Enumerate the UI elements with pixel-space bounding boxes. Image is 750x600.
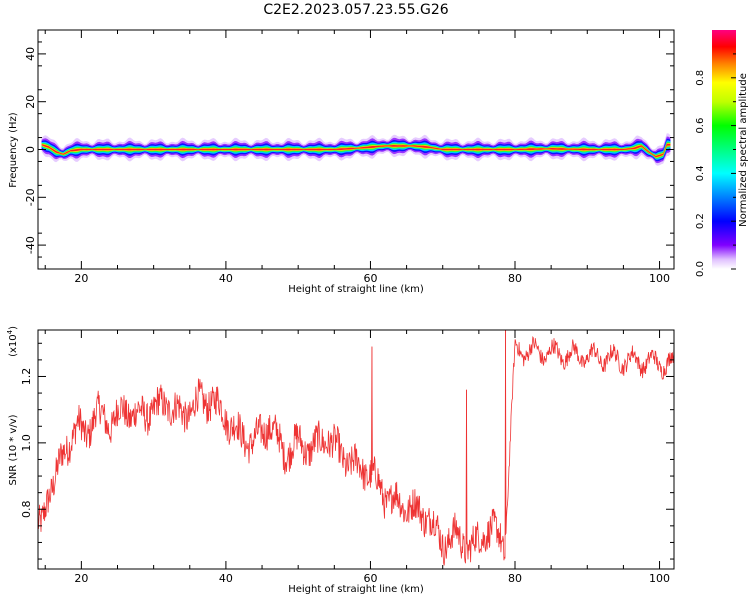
x-tick-label: 100 xyxy=(649,272,670,285)
x-tick-label: 60 xyxy=(363,272,377,285)
colorbar: 0.0 0.2 0.4 0.6 0.8 Normalized spectral ampl… xyxy=(695,30,749,277)
colorbar-tick-label: 0.0 xyxy=(695,261,706,277)
x-tick-label: 20 xyxy=(74,272,88,285)
colorbar-tick-label: 0.2 xyxy=(695,213,706,229)
colorbar-tick-label: 0.8 xyxy=(695,70,706,86)
spectrogram-y-axis-label: Frequency (Hz) xyxy=(8,112,19,188)
y-tick-label: -20 xyxy=(24,188,37,206)
snr-series xyxy=(38,330,674,566)
snr-frame xyxy=(37,329,675,570)
snr-y-axis-label: SNR (10 * v/v) xyxy=(8,414,19,485)
x-tick-label: 80 xyxy=(508,572,522,585)
x-tick-label: 60 xyxy=(363,572,377,585)
snr-line xyxy=(38,330,674,566)
snr-panel: 20 40 60 80 100 0.8 1.0 1.2 Height of straight … xyxy=(6,326,675,595)
chart-title: C2E2.2023.057.23.55.G26 xyxy=(263,2,448,18)
spectrogram-frame xyxy=(37,29,675,270)
x-tick-label: 20 xyxy=(74,572,88,585)
y-tick-label: 0 xyxy=(24,146,37,153)
snr-ticks: 20 40 60 80 100 0.8 1.0 1.2 xyxy=(20,330,674,585)
colorbar-label: Normalized spectral amplitude xyxy=(738,73,749,227)
colorbar-gradient xyxy=(712,30,736,269)
y-tick-label: 20 xyxy=(24,95,37,109)
spectrogram-ticks: 20 40 60 80 100 -40 -20 0 20 40 xyxy=(24,30,674,285)
x-tick-label: 100 xyxy=(649,572,670,585)
x-tick-label: 40 xyxy=(219,272,233,285)
heat-layer-cyan xyxy=(41,140,671,160)
y-tick-label: -40 xyxy=(24,236,37,254)
colorbar-tick-label: 0.4 xyxy=(695,165,706,181)
y-tick-label: 1.2 xyxy=(20,368,33,386)
snr-x-axis-label: Height of straight line (km) xyxy=(288,584,424,595)
x-tick-label: 80 xyxy=(508,272,522,285)
snr-scale-label: (x104) xyxy=(6,326,19,357)
colorbar-tick-label: 0.6 xyxy=(695,118,706,134)
spectrogram-x-axis-label: Height of straight line (km) xyxy=(288,284,424,295)
spectrogram-heatmap xyxy=(41,133,671,166)
x-tick-label: 40 xyxy=(219,572,233,585)
colorbar-ticks: 0.0 0.2 0.4 0.6 0.8 xyxy=(695,53,736,277)
y-tick-label: 1.0 xyxy=(20,434,33,452)
y-tick-label: 0.8 xyxy=(20,501,33,519)
y-tick-label: 40 xyxy=(24,47,37,61)
spectrogram-panel: 20 40 60 80 100 -40 -20 0 20 40 Height of straigh… xyxy=(8,29,675,295)
